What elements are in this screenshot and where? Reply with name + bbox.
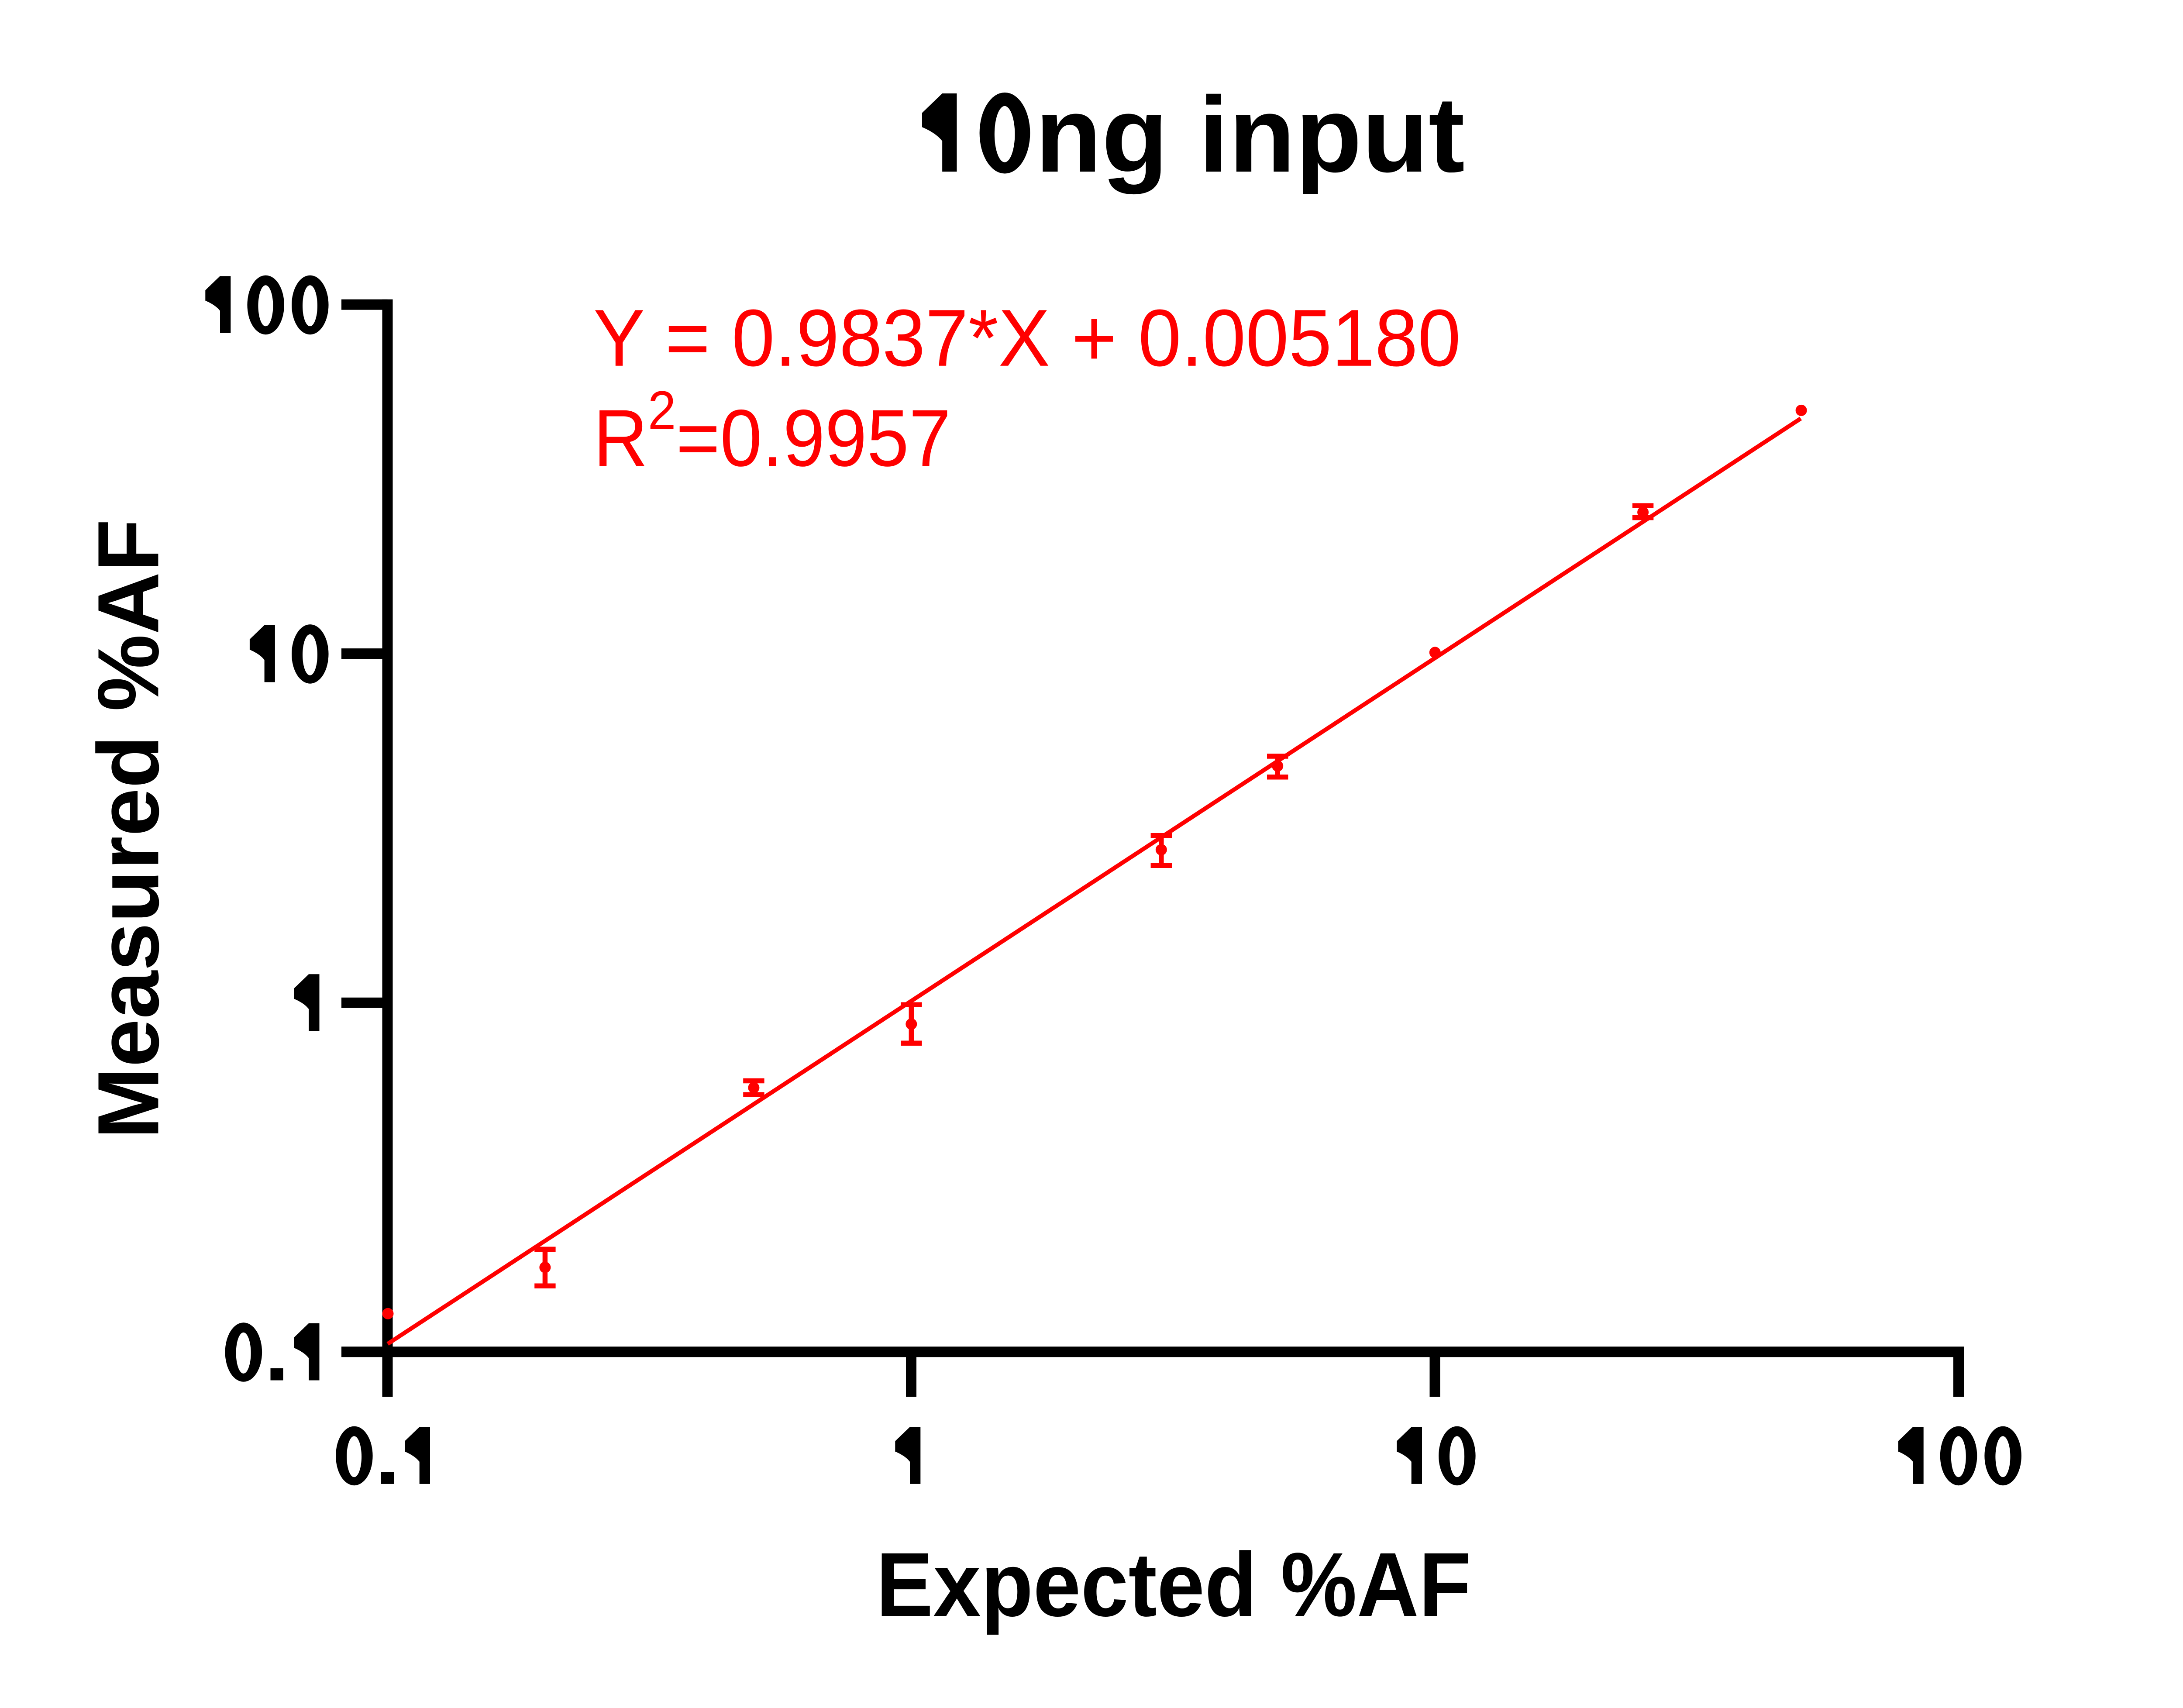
svg-text:Measured %AF: Measured %AF (80, 519, 177, 1139)
svg-text:Y = 0.9837*X + 0.005180: Y = 0.9837*X + 0.005180 (593, 293, 1461, 383)
svg-text:ng input: ng input (1035, 75, 1465, 195)
svg-text:Expected %AF: Expected %AF (876, 1534, 1471, 1636)
svg-text:R2=0.9957: R2=0.9957 (593, 381, 951, 483)
